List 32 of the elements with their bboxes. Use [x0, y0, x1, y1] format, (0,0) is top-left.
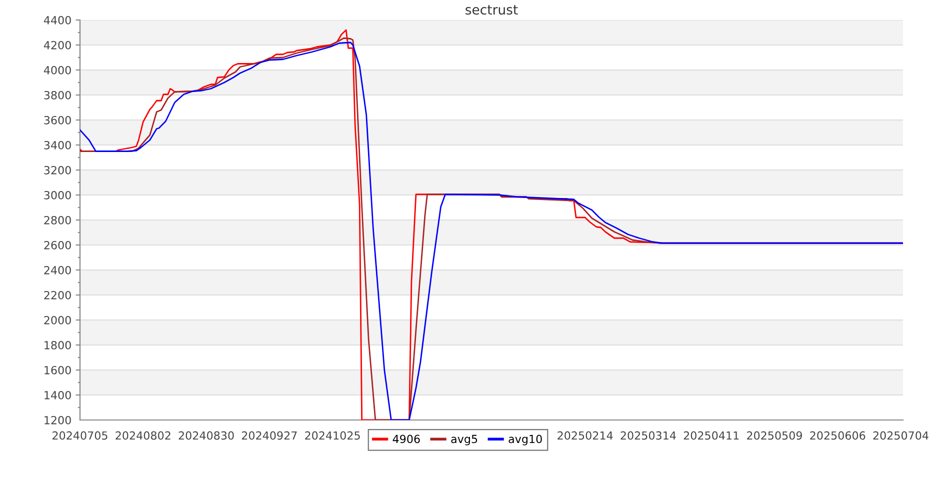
y-tick-label: 2000	[44, 316, 71, 324]
y-tick-label: 2800	[44, 216, 71, 224]
y-tick-label: 1200	[44, 416, 71, 424]
y-tick-label: 4400	[44, 16, 71, 24]
x-tick-label: 20240705	[52, 431, 108, 440]
x-tick-label: 20250704	[873, 431, 928, 440]
x-tick-label: 20250606	[810, 431, 866, 440]
x-tick-label: 20250314	[620, 431, 676, 440]
x-tick-label: 20240802	[116, 431, 170, 440]
y-tick-label: 3600	[44, 116, 71, 124]
x-tick-label: 20240927	[242, 431, 297, 440]
y-tick-label: 4200	[44, 40, 71, 50]
y-tick-label: 2600	[44, 240, 71, 250]
x-tick-label: 20240830	[178, 431, 234, 440]
y-tick-label: 1800	[44, 340, 71, 350]
y-tick-label: 1600	[44, 366, 71, 374]
y-tick-label: 3200	[44, 166, 71, 174]
legend-label: avg10	[508, 434, 542, 446]
y-tick-label: 1400	[44, 390, 71, 400]
y-tick-label: 3800	[44, 90, 71, 100]
legend-label: 4906	[392, 434, 420, 444]
x-tick-label: 20241025	[305, 431, 360, 440]
y-tick-label: 3400	[44, 140, 71, 150]
legend-label: avg5	[451, 434, 478, 446]
x-tick-label: 20250214	[558, 431, 613, 440]
chart-title: sectrust	[466, 5, 518, 15]
y-tick-label: 3000	[44, 190, 71, 200]
x-tick-label: 20250411	[684, 431, 739, 440]
y-tick-label: 2200	[44, 290, 71, 300]
y-tick-label: 4000	[44, 66, 71, 74]
x-tick-label: 20250509	[747, 431, 802, 440]
y-tick-label: 2400	[44, 266, 71, 274]
